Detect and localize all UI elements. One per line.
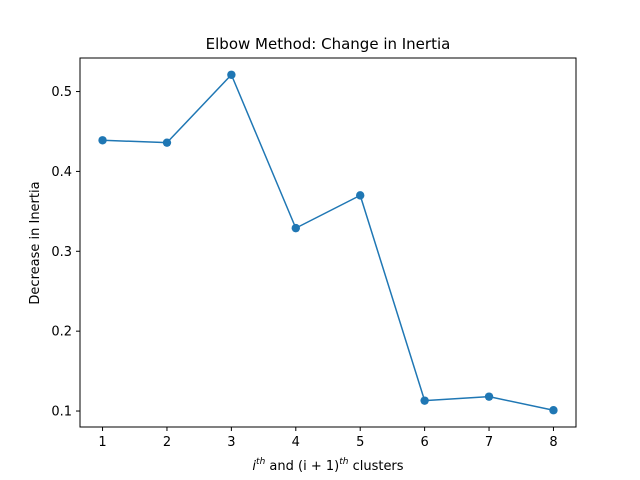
x-label-th-2: th — [339, 457, 349, 467]
x-axis-label: ith and (i + 1)th clusters — [252, 457, 403, 474]
x-tick-label: 2 — [163, 435, 171, 450]
x-axis: 1 2 3 4 5 6 7 8 — [98, 427, 558, 450]
y-axis: 0.1 0.2 0.3 0.4 0.5 — [51, 85, 80, 420]
plot-area — [98, 70, 558, 415]
chart-title: Elbow Method: Change in Inertia — [206, 35, 451, 53]
x-tick-label: 5 — [356, 435, 364, 450]
data-point — [420, 396, 429, 405]
x-tick-label: 8 — [549, 435, 557, 450]
x-tick-label: 6 — [420, 435, 428, 450]
data-point — [291, 223, 300, 233]
axes-frame — [79, 57, 577, 428]
x-label-i-plus-1: (i + 1) — [298, 459, 339, 474]
y-tick-label: 0.3 — [51, 245, 72, 260]
data-point — [356, 191, 365, 200]
data-point — [227, 70, 236, 79]
x-label-i: i — [252, 459, 256, 474]
x-label-and: and — [265, 459, 298, 474]
y-tick-label: 0.4 — [51, 165, 72, 180]
series-line — [102, 74, 554, 411]
y-tick-label: 0.2 — [51, 325, 72, 340]
data-point — [484, 392, 494, 401]
x-tick-label: 7 — [485, 435, 493, 450]
x-label-th-1: th — [256, 457, 266, 467]
data-point — [98, 136, 107, 145]
data-point — [162, 138, 172, 147]
x-tick-label: 3 — [227, 435, 235, 450]
y-axis-label: Decrease in Inertia — [28, 181, 43, 304]
x-tick-label: 4 — [292, 435, 300, 450]
x-label-clusters: clusters — [348, 459, 403, 474]
y-tick-label: 0.1 — [51, 405, 72, 420]
x-tick-label: 1 — [98, 435, 106, 450]
data-point — [549, 406, 558, 415]
y-tick-label: 0.5 — [51, 85, 72, 100]
